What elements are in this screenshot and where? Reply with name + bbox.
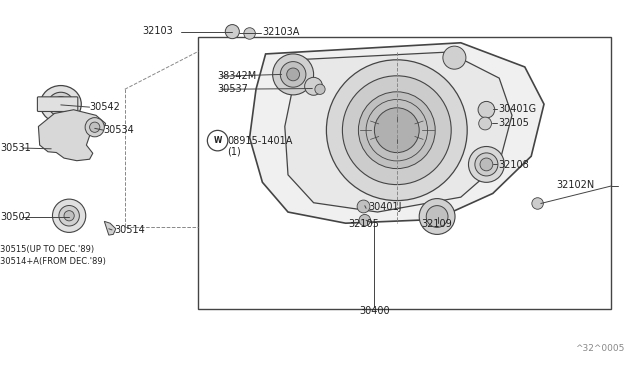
Polygon shape xyxy=(285,52,512,212)
Circle shape xyxy=(273,54,314,95)
Ellipse shape xyxy=(48,92,74,116)
Circle shape xyxy=(280,62,306,87)
Text: 30534: 30534 xyxy=(104,125,134,135)
Text: 32109: 32109 xyxy=(421,219,452,229)
Text: 32102N: 32102N xyxy=(557,180,595,190)
Circle shape xyxy=(357,200,370,213)
Circle shape xyxy=(52,199,86,232)
Polygon shape xyxy=(104,221,116,235)
Circle shape xyxy=(90,122,100,132)
Text: 30514: 30514 xyxy=(114,225,145,235)
Text: 30400: 30400 xyxy=(359,307,390,316)
Text: 30515(UP TO DEC.'89): 30515(UP TO DEC.'89) xyxy=(0,246,94,254)
Circle shape xyxy=(305,77,323,95)
Circle shape xyxy=(59,205,79,226)
Circle shape xyxy=(374,108,419,153)
Text: 38342M: 38342M xyxy=(218,71,257,81)
Circle shape xyxy=(244,28,255,39)
Text: 32108: 32108 xyxy=(498,160,529,170)
Text: 30514+A(FROM DEC.'89): 30514+A(FROM DEC.'89) xyxy=(0,257,106,266)
Circle shape xyxy=(342,76,451,185)
FancyBboxPatch shape xyxy=(37,97,78,112)
Text: 32103A: 32103A xyxy=(262,27,300,37)
Circle shape xyxy=(315,84,325,94)
Circle shape xyxy=(532,198,543,209)
Text: 30502: 30502 xyxy=(0,212,31,221)
Text: 32105: 32105 xyxy=(349,219,380,229)
Bar xyxy=(198,37,611,309)
Text: W: W xyxy=(213,136,222,145)
Text: 32103: 32103 xyxy=(142,26,173,36)
Text: 32105: 32105 xyxy=(498,118,529,128)
Circle shape xyxy=(480,158,493,171)
Text: 08915-1401A: 08915-1401A xyxy=(227,136,292,145)
Circle shape xyxy=(359,215,371,226)
Ellipse shape xyxy=(40,86,81,123)
Text: (1): (1) xyxy=(227,147,241,157)
Circle shape xyxy=(326,60,467,201)
Circle shape xyxy=(225,25,239,39)
Polygon shape xyxy=(38,110,106,161)
Circle shape xyxy=(358,92,435,169)
Circle shape xyxy=(426,206,448,227)
Text: ^32^0005: ^32^0005 xyxy=(575,344,624,353)
Circle shape xyxy=(287,68,300,81)
Circle shape xyxy=(64,211,74,221)
Text: 30542: 30542 xyxy=(90,102,120,112)
Text: 30537: 30537 xyxy=(218,84,248,94)
Circle shape xyxy=(475,153,498,176)
Circle shape xyxy=(85,118,104,137)
Text: 30531: 30531 xyxy=(0,143,31,153)
Text: 30401G: 30401G xyxy=(498,105,536,114)
Circle shape xyxy=(478,102,495,118)
Circle shape xyxy=(468,147,504,182)
Polygon shape xyxy=(250,43,544,223)
Circle shape xyxy=(419,199,455,234)
Circle shape xyxy=(479,117,492,130)
Circle shape xyxy=(443,46,466,69)
Text: 30401J: 30401J xyxy=(368,202,401,212)
Circle shape xyxy=(53,96,68,112)
